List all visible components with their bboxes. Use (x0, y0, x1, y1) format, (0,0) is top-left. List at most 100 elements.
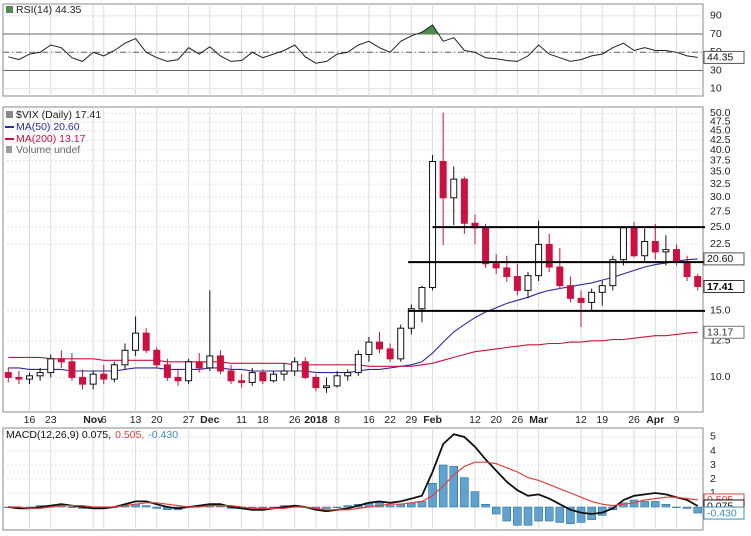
x-tick-label: 29 (405, 414, 417, 426)
rsi-line (8, 24, 698, 64)
macd-line (8, 461, 698, 511)
macd-title-part: -0.430 (148, 429, 178, 441)
y-tick-label: 15.0 (710, 305, 731, 317)
histogram-bar (544, 506, 554, 522)
candle-body (365, 341, 373, 356)
candle-body (36, 372, 44, 377)
price-title: $VIX (Daily) 17.41 (16, 109, 101, 121)
candle-body (100, 373, 108, 380)
macd-title: MACD(12,26,9) 0.075, 0.505, -0.430 (6, 429, 178, 441)
x-tick-label: 12 (575, 414, 587, 426)
candle-body (185, 361, 193, 382)
candle-body (248, 372, 256, 383)
candle-body (15, 376, 23, 380)
candle-body (174, 376, 182, 382)
histogram-bar (491, 506, 501, 515)
value-box (703, 325, 745, 339)
candle-body (206, 355, 214, 369)
value-box-label: 20.60 (707, 253, 733, 265)
candle-body (397, 327, 405, 360)
candle-body (694, 276, 702, 287)
candle-body (163, 364, 171, 378)
candle-body (291, 361, 299, 372)
histogram-bar (67, 506, 77, 508)
candle-body (535, 243, 543, 277)
x-tick-label: 27 (183, 414, 195, 426)
histogram-bar (693, 506, 702, 514)
histogram-bar (502, 506, 512, 522)
candle-body (386, 348, 394, 360)
labels: RSI(14) 44.35 $VIX (Daily) 17.41 Volume … (5, 4, 745, 520)
histogram-bar (523, 506, 533, 526)
moving-average (8, 258, 698, 374)
y-tick-label: 4 (710, 445, 716, 457)
x-tick-label: 2018 (304, 414, 328, 426)
y-tick-label: 27.5 (710, 205, 731, 217)
candle-body (672, 249, 680, 263)
histogram-bar (672, 506, 681, 508)
histogram-bar (141, 505, 151, 508)
candle-body (26, 375, 34, 380)
volume-note: Volume undef (16, 144, 80, 156)
histogram-bar (513, 506, 522, 526)
candle-body (238, 380, 246, 383)
x-tick-label: 26 (628, 414, 640, 426)
y-tick-label: 2 (710, 473, 716, 485)
candle-body (609, 259, 617, 287)
candle-body (577, 297, 585, 303)
candle-body (227, 370, 235, 382)
y-tick-label: 32.5 (710, 178, 731, 190)
candle-body (216, 355, 224, 372)
candle-body (641, 241, 649, 257)
candle-body (376, 341, 384, 350)
x-tick-label: 6 (101, 414, 107, 426)
y-tick-label: 1 (710, 487, 716, 499)
candle-body (524, 275, 532, 291)
candle-body (280, 370, 288, 375)
x-tick-label: Nov (83, 414, 103, 426)
candle-body (503, 267, 511, 278)
histogram-bar (332, 506, 342, 508)
candle-body (312, 376, 320, 389)
grid (3, 4, 703, 530)
rsi-title: RSI(14) 44.35 (16, 4, 82, 16)
y-tick-label: 30.0 (710, 191, 731, 203)
histogram-bar (385, 505, 395, 508)
macd-line (8, 433, 699, 515)
candle-body (662, 249, 670, 253)
candle-body (545, 243, 553, 268)
histogram-bar (651, 501, 660, 508)
histogram-bar (576, 506, 586, 523)
x-tick-label: 16 (24, 414, 36, 426)
candle-body (460, 178, 468, 224)
x-tick-label: 26 (512, 414, 524, 426)
candle-body (450, 178, 458, 199)
x-tick-label: 8 (334, 414, 340, 426)
rsi-icon (6, 6, 13, 13)
candle-body (195, 361, 203, 369)
candle-body (492, 263, 500, 269)
histogram-bar (555, 506, 565, 523)
value-box (703, 506, 745, 520)
x-tick-label: Feb (423, 414, 442, 426)
volume-icon (6, 146, 12, 153)
price-icon (6, 111, 13, 118)
histogram-bar (640, 501, 649, 508)
y-tick-label: 47.5 (710, 116, 731, 128)
y-tick-label: 5 (710, 431, 716, 443)
y-tick-label: 10.0 (710, 371, 731, 383)
marks (4, 24, 705, 526)
y-tick-label: 3 (710, 459, 716, 471)
histogram-bar (661, 503, 671, 508)
histogram-bar (534, 506, 543, 522)
price-panel (2, 106, 704, 413)
macd-title-part: 0.505, (115, 429, 144, 441)
value-box (703, 50, 745, 64)
candle-body (79, 376, 87, 385)
x-tick-label: 9 (674, 414, 680, 426)
y-tick-label: 30 (710, 64, 722, 76)
histogram-bar (460, 477, 469, 508)
y-tick-label: 50.0 (710, 107, 731, 119)
histogram-bar (481, 503, 490, 508)
